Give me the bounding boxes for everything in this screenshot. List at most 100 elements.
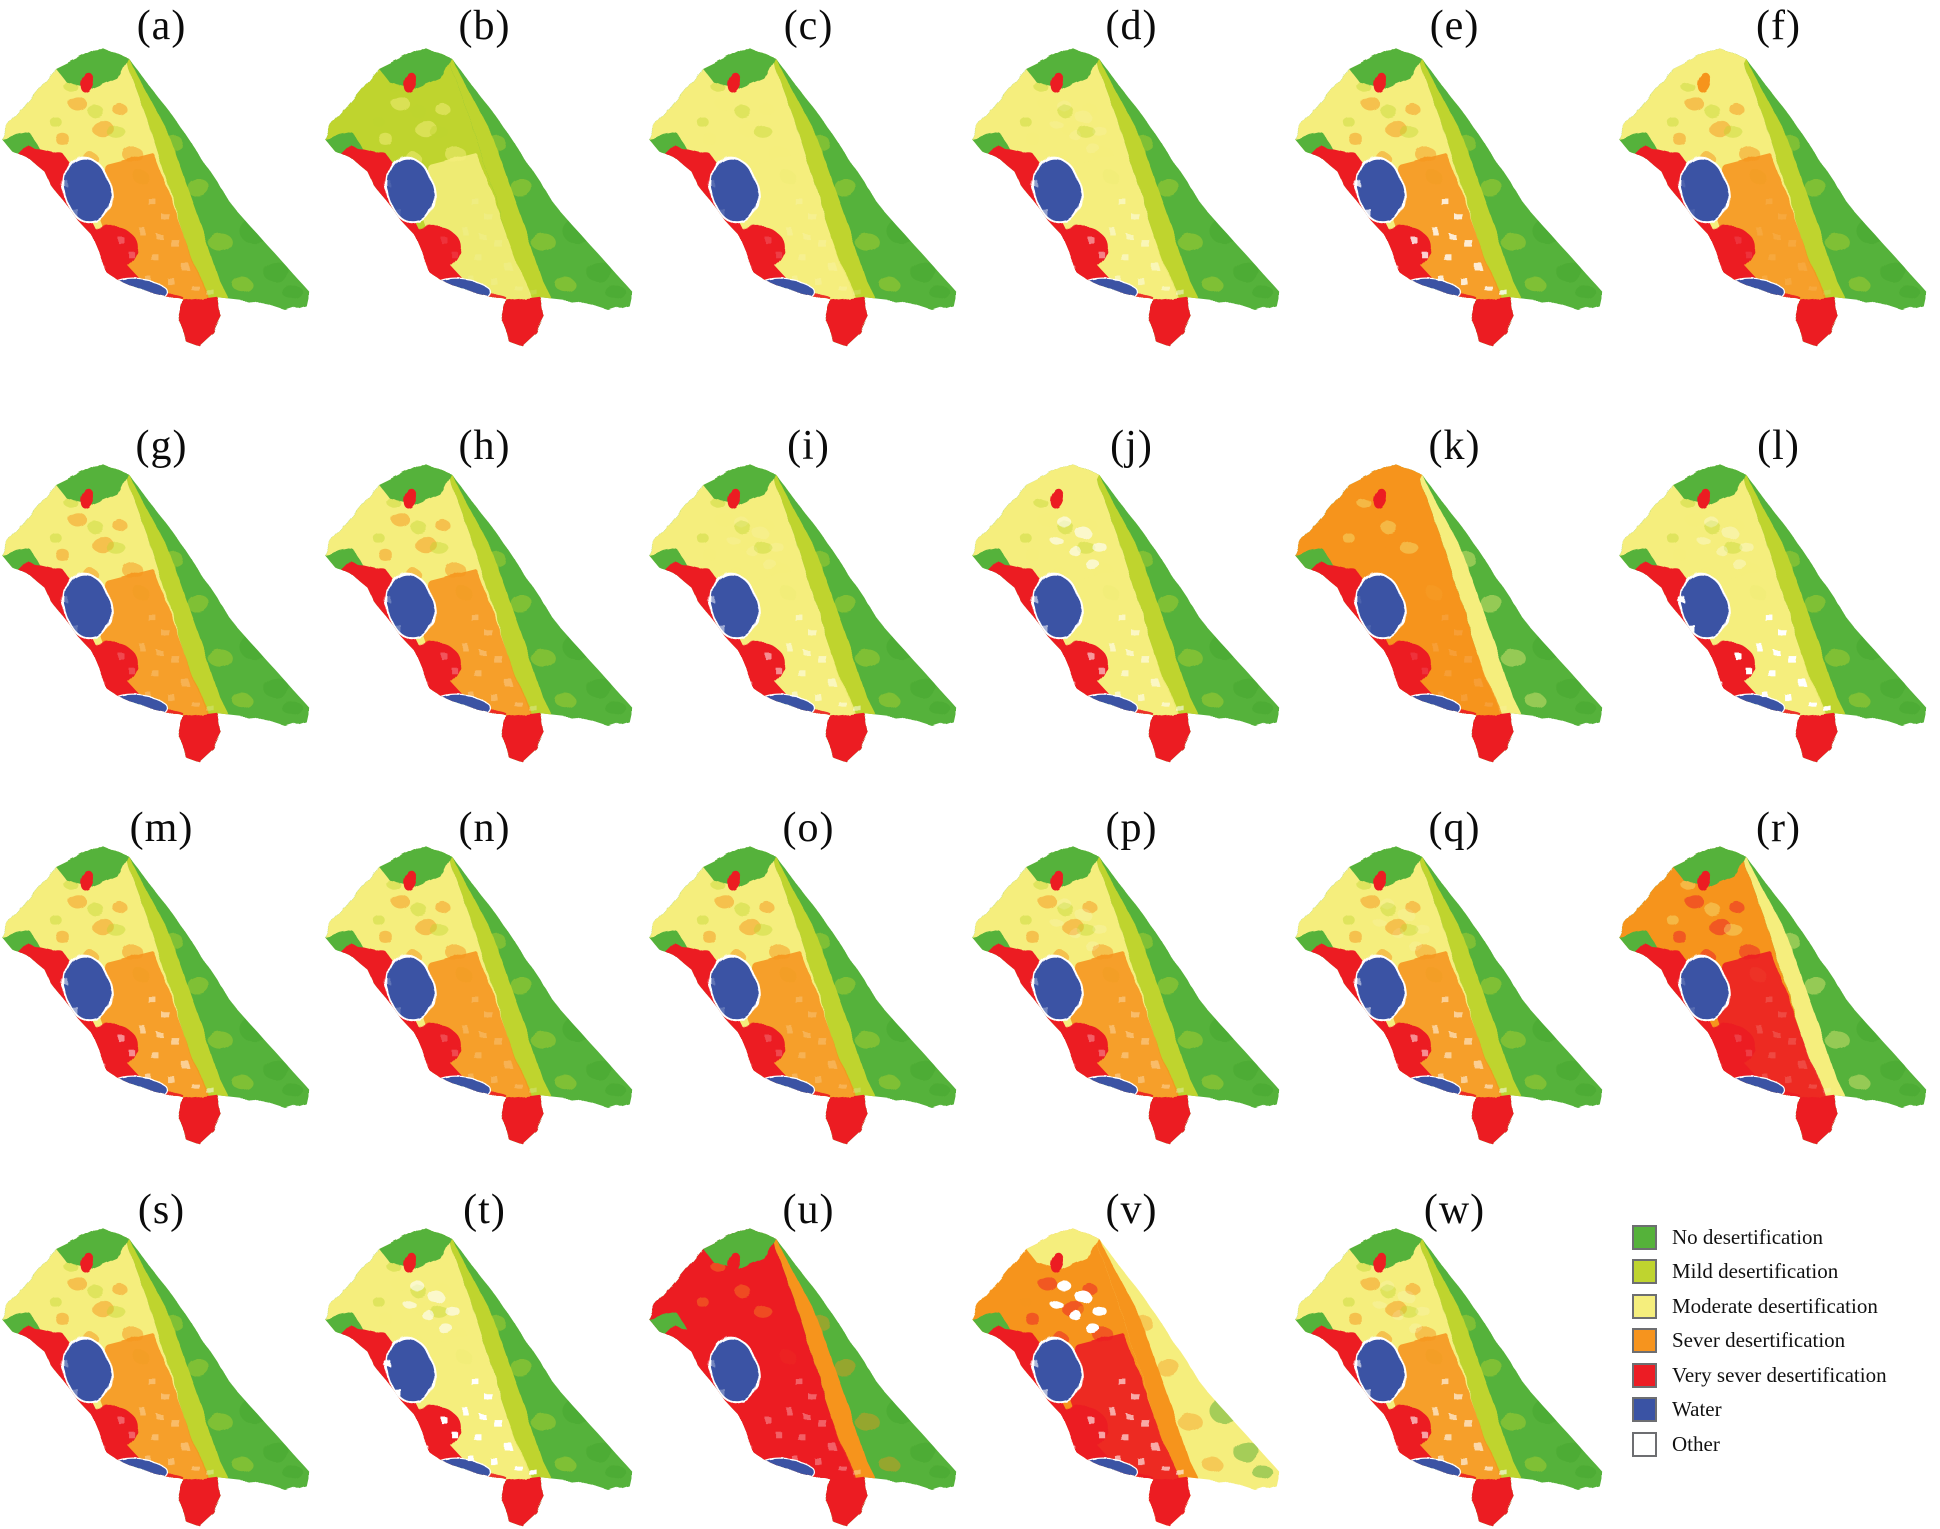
desertification-map bbox=[1619, 46, 1926, 345]
map-speckles-north bbox=[1374, 1281, 1430, 1335]
legend-color-swatch bbox=[1632, 1431, 1657, 1457]
map-lake bbox=[384, 953, 436, 1023]
map-transition-texture bbox=[489, 135, 575, 291]
map-north-spot bbox=[1697, 488, 1711, 509]
legend-item-sever: Sever desertification bbox=[1632, 1324, 1887, 1359]
map-transition-texture bbox=[1136, 933, 1222, 1089]
map-transition-sliver bbox=[1718, 462, 1848, 720]
panel-label: (l) bbox=[1757, 423, 1800, 469]
map-panel-k: (k) bbox=[1293, 382, 1616, 764]
panel-label: (r) bbox=[1756, 805, 1801, 851]
map-north-spot bbox=[80, 870, 94, 891]
map-north-cap bbox=[702, 844, 775, 887]
desertification-map bbox=[325, 844, 632, 1143]
map-north-spot bbox=[80, 488, 94, 509]
map-panel-a: (a) bbox=[0, 0, 323, 382]
map-south-tail bbox=[1473, 297, 1514, 345]
desertification-map bbox=[649, 462, 956, 761]
panel-label: (k) bbox=[1428, 423, 1481, 469]
desertification-map bbox=[972, 46, 1279, 345]
map-panel-b: (b) bbox=[323, 0, 646, 382]
map-north-cap bbox=[1348, 1226, 1421, 1269]
map-north-spot bbox=[1050, 72, 1064, 93]
map-panel-g: (g) bbox=[0, 382, 323, 764]
map-north-spot bbox=[1050, 488, 1064, 509]
map-lake bbox=[1354, 1335, 1406, 1405]
desertification-map bbox=[649, 46, 956, 345]
map-panel-r: (r) bbox=[1617, 764, 1940, 1146]
legend-item-label: Other bbox=[1672, 1431, 1720, 1456]
map-north-cap bbox=[378, 1226, 451, 1269]
legend-color-swatch bbox=[1632, 1362, 1657, 1388]
desertification-map bbox=[1295, 46, 1602, 345]
panel-label: (w) bbox=[1423, 1187, 1486, 1233]
map-north-spot bbox=[1050, 1252, 1064, 1273]
legend-color-swatch bbox=[1632, 1293, 1657, 1319]
desertification-map bbox=[2, 844, 309, 1143]
map-lake bbox=[61, 155, 113, 225]
map-south-tail bbox=[827, 713, 868, 761]
map-transition-texture bbox=[1783, 135, 1869, 291]
map-band-mottle-2 bbox=[1342, 1261, 1443, 1364]
desertification-map bbox=[325, 46, 632, 345]
panel-label: (v) bbox=[1105, 1187, 1158, 1233]
map-transition-sliver bbox=[424, 462, 554, 720]
map-speckles-mid bbox=[707, 977, 861, 1093]
legend-color-swatch bbox=[1632, 1259, 1657, 1285]
legend: No desertification Mild desertification … bbox=[1632, 1220, 1887, 1462]
map-lake bbox=[1678, 155, 1730, 225]
map-speckles-north bbox=[1698, 517, 1754, 571]
map-panel-d: (d) bbox=[970, 0, 1293, 382]
panel-label: (u) bbox=[782, 1187, 835, 1233]
map-south-tail bbox=[503, 713, 544, 761]
legend-color-swatch bbox=[1632, 1224, 1657, 1250]
map-north-spot bbox=[1050, 870, 1064, 891]
map-south-tail bbox=[503, 1477, 544, 1525]
desertification-map bbox=[649, 1226, 956, 1525]
map-lake bbox=[61, 1335, 113, 1405]
map-transition-texture bbox=[813, 135, 899, 291]
map-transition-sliver bbox=[424, 1226, 554, 1484]
map-speckles-mid bbox=[1030, 179, 1184, 295]
map-panel-c: (c) bbox=[647, 0, 970, 382]
map-lake bbox=[384, 571, 436, 641]
map-north-spot bbox=[1697, 870, 1711, 891]
map-lake bbox=[708, 1335, 760, 1405]
map-north-cap bbox=[378, 46, 451, 89]
map-north-cap bbox=[1348, 46, 1421, 89]
legend-item-label: Moderate desertification bbox=[1672, 1293, 1878, 1318]
map-speckles-north bbox=[1051, 1281, 1107, 1335]
map-transition-sliver bbox=[101, 462, 231, 720]
map-north-cap bbox=[1025, 1226, 1098, 1269]
panel-label: (m) bbox=[129, 805, 194, 851]
map-north-cap bbox=[1348, 462, 1421, 505]
map-panel-e: (e) bbox=[1293, 0, 1616, 382]
map-lake bbox=[1031, 155, 1083, 225]
map-transition-texture bbox=[813, 1315, 899, 1471]
map-north-spot bbox=[403, 488, 417, 509]
desertification-map bbox=[1295, 1226, 1602, 1525]
legend-item-label: Sever desertification bbox=[1672, 1328, 1846, 1353]
map-panel-o: (o) bbox=[647, 764, 970, 1146]
map-transition-texture bbox=[1136, 1315, 1222, 1471]
map-transition-sliver bbox=[101, 46, 231, 304]
map-north-spot bbox=[1697, 72, 1711, 93]
desertification-map bbox=[2, 46, 309, 345]
map-north-spot bbox=[727, 1252, 741, 1273]
panel-label: (j) bbox=[1110, 423, 1153, 469]
map-south-tail bbox=[827, 1477, 868, 1525]
panel-label: (t) bbox=[463, 1187, 506, 1233]
map-transition-sliver bbox=[1394, 462, 1524, 720]
map-speckles-mid bbox=[707, 1359, 861, 1475]
map-lake bbox=[61, 953, 113, 1023]
map-north-cap bbox=[378, 844, 451, 887]
map-south-tail bbox=[1473, 713, 1514, 761]
map-north-cap bbox=[55, 1226, 128, 1269]
map-north-cap bbox=[702, 462, 775, 505]
map-panel-l: (l) bbox=[1617, 382, 1940, 764]
map-speckles-north bbox=[728, 517, 784, 571]
panel-label: (p) bbox=[1105, 805, 1158, 851]
map-lake bbox=[708, 953, 760, 1023]
map-transition-sliver bbox=[1394, 844, 1524, 1102]
map-north-spot bbox=[403, 72, 417, 93]
